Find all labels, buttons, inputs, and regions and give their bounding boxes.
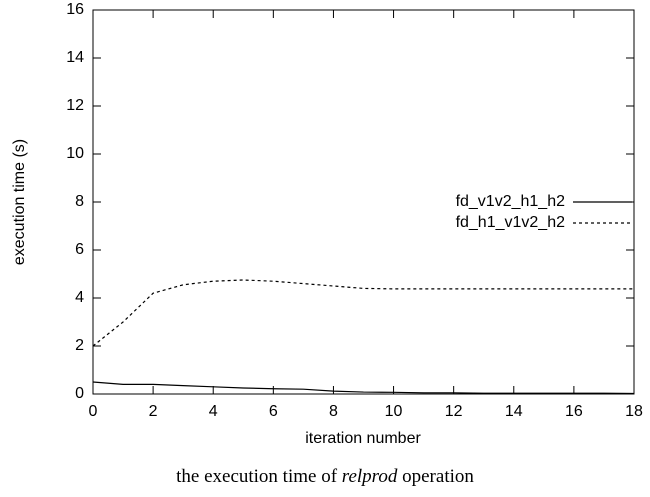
x-tick-label: 4: [209, 403, 218, 420]
chart: iteration number execution time (s) 0 2 4 6…: [11, 1, 643, 447]
y-tick-label: 14: [66, 49, 84, 66]
x-axis-label: iteration number: [305, 430, 421, 447]
y-tick-label: 0: [75, 385, 84, 402]
y-tick-label: 12: [66, 97, 84, 114]
caption: the execution time of relprod operation: [0, 466, 650, 488]
legend-label: fd_v1v2_h1_h2: [456, 193, 566, 210]
x-tick-label: 10: [385, 403, 403, 420]
series-line: [92, 381, 635, 395]
y-axis-label: execution time (s): [11, 139, 28, 265]
x-tick-label: 0: [89, 403, 98, 420]
y-tick-label: 2: [75, 337, 84, 354]
x-tick-label: 8: [329, 403, 338, 420]
caption-emphasis: relprod: [341, 466, 398, 487]
x-tick-label: 14: [505, 403, 523, 420]
x-tick-label: 6: [269, 403, 278, 420]
y-tick-label: 10: [66, 145, 84, 162]
y-tick-label: 6: [75, 241, 84, 258]
caption-text: operation: [397, 466, 474, 487]
legend-label: fd_h1_v1v2_h2: [456, 214, 566, 231]
series-line: [92, 279, 634, 347]
x-tick-label: 16: [565, 403, 583, 420]
caption-text: the execution time of: [176, 466, 342, 487]
x-tick-label: 2: [149, 403, 158, 420]
y-tick-label: 4: [75, 289, 84, 306]
x-tick-label: 12: [445, 403, 463, 420]
y-tick-label: 8: [75, 193, 84, 210]
x-tick-label: 18: [625, 403, 643, 420]
y-tick-label: 16: [66, 1, 84, 18]
